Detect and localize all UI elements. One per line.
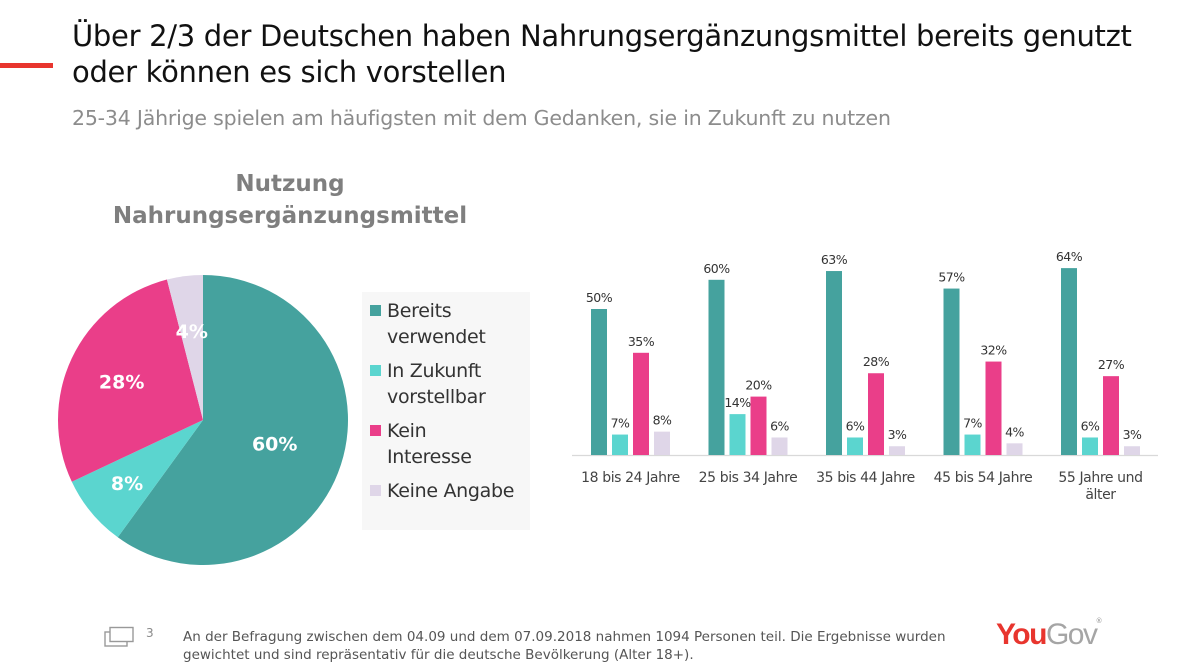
x-tick-label: 35 bis 44 Jahre <box>816 470 915 486</box>
pie-slice-label: 60% <box>252 433 297 455</box>
bar-value-label: 50% <box>586 290 613 305</box>
bar <box>943 288 960 455</box>
bar <box>889 446 905 455</box>
bar <box>847 437 863 455</box>
logo-registered-mark: ® <box>1096 618 1101 625</box>
bar-value-label: 28% <box>863 354 890 369</box>
x-tick-label: älter <box>1085 487 1116 503</box>
pie-slice <box>57 279 204 482</box>
pie-title-line: Nahrungsergänzungsmittel <box>112 203 468 229</box>
bar <box>708 279 725 455</box>
bar <box>612 434 628 455</box>
footer-note: An der Befragung zwischen dem 04.09 und … <box>183 629 946 663</box>
bar-chart: 50% 7% 35% 8% 18 bis 24 Jahre 60% 14% 20% 6% 25 b… <box>572 249 1158 503</box>
bar-value-label: 57% <box>938 270 965 285</box>
legend-swatch <box>370 305 381 316</box>
legend-item: In Zukunft vorstellbar <box>370 358 486 410</box>
bar-value-label: 6% <box>770 418 789 433</box>
bar <box>1082 437 1098 455</box>
pie-chart-title: Nutzung Nahrungsergänzungsmittel <box>80 168 500 232</box>
bar <box>964 434 981 455</box>
pie-slice-label: 4% <box>176 321 208 343</box>
legend-item: Bereits verwendet <box>370 298 486 350</box>
slide-title: Über 2/3 der Deutschen haben Nahrungserg… <box>72 19 1132 89</box>
bar <box>868 373 884 455</box>
yougov-logo: YouGov® <box>996 618 1102 652</box>
legend-label: Bereits verwendet <box>387 300 486 348</box>
bar-value-label: 20% <box>745 378 772 393</box>
bar-value-label: 3% <box>888 427 907 442</box>
legend-label: Kein Interesse <box>387 420 472 468</box>
bar <box>729 414 746 455</box>
legend-swatch <box>370 485 381 496</box>
bar <box>1006 443 1023 455</box>
bar <box>633 352 649 455</box>
x-tick-label: 18 bis 24 Jahre <box>581 470 680 486</box>
accent-bar <box>0 63 53 68</box>
slides-icon <box>104 626 134 647</box>
bar <box>1061 268 1077 455</box>
pie-slice-label: 8% <box>111 473 143 495</box>
bar-value-label: 3% <box>1123 427 1142 442</box>
page-number: 3 <box>146 626 154 640</box>
pie-slice <box>166 275 203 420</box>
bar-value-label: 8% <box>653 413 672 428</box>
bar-value-label: 7% <box>963 416 982 431</box>
bar <box>1103 376 1119 455</box>
bar <box>985 361 1002 455</box>
x-tick-label: 25 bis 34 Jahre <box>699 470 798 486</box>
bar-value-label: 60% <box>703 261 730 276</box>
bar-value-label: 14% <box>724 395 751 410</box>
legend-swatch <box>370 425 381 436</box>
bar <box>750 396 767 455</box>
pie-slice <box>71 420 203 538</box>
bar <box>1124 446 1140 455</box>
legend-label: Keine Angabe <box>387 480 515 502</box>
bar-value-label: 6% <box>846 418 865 433</box>
slide-subtitle: 25-34 Jährige spielen am häufigsten mit … <box>72 106 891 130</box>
legend-swatch <box>370 365 381 376</box>
legend-item: Keine Angabe <box>370 478 514 504</box>
bar-value-label: 27% <box>1098 357 1125 372</box>
pie-title-line: Nutzung <box>235 171 345 197</box>
bar-value-label: 6% <box>1081 418 1100 433</box>
bar <box>591 309 607 455</box>
legend-label: In Zukunft vorstellbar <box>387 360 486 408</box>
bar-value-label: 63% <box>821 252 848 267</box>
pie-slice-label: 28% <box>99 372 144 394</box>
bar <box>654 431 670 455</box>
bar <box>826 271 842 455</box>
bar-value-label: 7% <box>611 416 630 431</box>
logo-you: You <box>996 618 1047 651</box>
bar <box>771 437 788 455</box>
pie-legend: Bereits verwendet In Zukunft vorstellbar Kei… <box>362 292 530 530</box>
legend-item: Kein Interesse <box>370 418 472 470</box>
bar-value-label: 64% <box>1056 249 1083 264</box>
bar-value-label: 4% <box>1005 424 1024 439</box>
pie-chart: 60% 8% 28% 4% <box>57 275 349 565</box>
bar-value-label: 35% <box>628 334 655 349</box>
x-tick-label: 55 Jahre und <box>1058 470 1142 486</box>
x-tick-label: 45 bis 54 Jahre <box>934 470 1033 486</box>
pie-slice <box>117 275 349 565</box>
bar-value-label: 32% <box>980 343 1007 358</box>
logo-gov: Gov <box>1045 618 1098 651</box>
